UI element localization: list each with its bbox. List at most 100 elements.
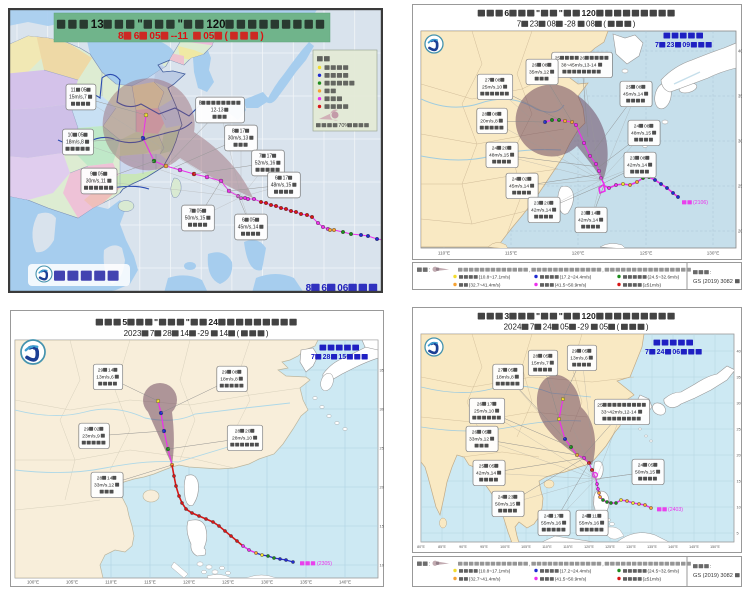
svg-text:25: 25 bbox=[737, 428, 741, 432]
svg-text:120: 120 bbox=[582, 311, 597, 321]
svg-text:115°E: 115°E bbox=[505, 251, 517, 256]
svg-text:13: 13 bbox=[91, 19, 104, 31]
svg-text:24: 24 bbox=[634, 124, 640, 130]
svg-text:8: 8 bbox=[232, 128, 235, 134]
svg-text:(41.5~50.9m/s): (41.5~50.9m/s) bbox=[555, 283, 587, 288]
svg-text:17: 17 bbox=[554, 514, 560, 520]
svg-text:24: 24 bbox=[582, 514, 588, 520]
svg-text:(10.8~17.1m/s): (10.8~17.1m/s) bbox=[479, 569, 511, 574]
svg-text:45m/s,14: 45m/s,14 bbox=[623, 91, 643, 97]
svg-text:,: , bbox=[529, 561, 530, 567]
svg-text:25: 25 bbox=[380, 446, 385, 451]
svg-text:25: 25 bbox=[597, 403, 603, 409]
svg-text:): ) bbox=[646, 323, 649, 332]
svg-text:05: 05 bbox=[81, 87, 87, 93]
svg-text:120°E: 120°E bbox=[183, 580, 195, 585]
svg-text:15m/s,7: 15m/s,7 bbox=[531, 360, 549, 366]
svg-text:135°E: 135°E bbox=[647, 545, 657, 549]
svg-text:(2403): (2403) bbox=[668, 507, 683, 513]
svg-text:): ) bbox=[260, 31, 263, 42]
svg-text:05: 05 bbox=[508, 368, 514, 374]
svg-text:18m/s,8: 18m/s,8 bbox=[496, 374, 514, 380]
svg-text:": " bbox=[559, 311, 563, 321]
svg-text:6: 6 bbox=[134, 31, 140, 42]
svg-text:100°E: 100°E bbox=[27, 580, 39, 585]
svg-text:GS (2019) 3082: GS (2019) 3082 bbox=[693, 279, 733, 285]
svg-text:25m/s,10: 25m/s,10 bbox=[482, 84, 502, 90]
svg-text:26: 26 bbox=[580, 55, 586, 61]
svg-text:17: 17 bbox=[487, 402, 493, 408]
svg-text:26: 26 bbox=[472, 430, 478, 436]
svg-text::: : bbox=[429, 268, 431, 274]
svg-text:42m/s,14: 42m/s,14 bbox=[476, 470, 496, 476]
svg-text:20: 20 bbox=[502, 146, 508, 152]
svg-text:15: 15 bbox=[380, 524, 385, 529]
svg-text:38~45m/s,13-14: 38~45m/s,13-14 bbox=[561, 62, 597, 68]
svg-text:(2106): (2106) bbox=[693, 200, 708, 206]
svg-text:50m/s,15: 50m/s,15 bbox=[635, 469, 655, 475]
svg-text:35: 35 bbox=[738, 94, 742, 99]
svg-text:7: 7 bbox=[530, 323, 535, 332]
svg-text:2024: 2024 bbox=[504, 323, 522, 332]
svg-text:08: 08 bbox=[547, 20, 556, 29]
svg-text:--11: --11 bbox=[171, 31, 189, 42]
svg-text:(17.2~24.4m/s): (17.2~24.4m/s) bbox=[560, 569, 592, 574]
svg-text:125°E: 125°E bbox=[640, 251, 653, 256]
svg-text:35m/s,12: 35m/s,12 bbox=[529, 69, 549, 75]
svg-text:08: 08 bbox=[644, 124, 650, 130]
svg-text:": " bbox=[137, 19, 142, 31]
svg-text:3: 3 bbox=[504, 311, 509, 321]
svg-text:6: 6 bbox=[242, 217, 245, 223]
svg-text:20: 20 bbox=[245, 429, 251, 435]
svg-text:14: 14 bbox=[591, 211, 597, 217]
svg-text:(: ( bbox=[225, 31, 229, 42]
svg-text:14: 14 bbox=[219, 329, 228, 338]
svg-text:(: ( bbox=[603, 20, 606, 29]
svg-text:80°E: 80°E bbox=[417, 545, 425, 549]
svg-text:(2305): (2305) bbox=[317, 561, 332, 567]
svg-text:140°E: 140°E bbox=[668, 545, 678, 549]
svg-text:105°E: 105°E bbox=[66, 580, 78, 585]
svg-text::: : bbox=[710, 270, 712, 276]
svg-text:135°E: 135°E bbox=[300, 580, 312, 585]
svg-text:120: 120 bbox=[206, 19, 225, 31]
svg-text:05: 05 bbox=[149, 31, 161, 42]
svg-text:15: 15 bbox=[338, 354, 346, 361]
svg-text:55m/s,16: 55m/s,16 bbox=[541, 520, 561, 526]
svg-text:35: 35 bbox=[737, 376, 741, 380]
svg-text:10: 10 bbox=[737, 506, 741, 510]
svg-text:06: 06 bbox=[672, 349, 680, 356]
svg-text:20: 20 bbox=[544, 201, 550, 207]
svg-text:23: 23 bbox=[630, 156, 636, 162]
svg-text:05: 05 bbox=[543, 353, 549, 359]
svg-text:23: 23 bbox=[530, 20, 539, 29]
svg-text:): ) bbox=[266, 329, 269, 338]
svg-text:42m/s,14: 42m/s,14 bbox=[627, 162, 647, 168]
svg-text:(: ( bbox=[617, 323, 620, 332]
svg-text:24: 24 bbox=[657, 349, 665, 356]
svg-text:15: 15 bbox=[737, 480, 741, 484]
svg-text:120: 120 bbox=[582, 8, 597, 18]
svg-text:28m/s,10: 28m/s,10 bbox=[232, 435, 252, 441]
svg-text:24: 24 bbox=[638, 463, 644, 469]
svg-text:24: 24 bbox=[492, 146, 498, 152]
svg-text:70%: 70% bbox=[338, 123, 349, 129]
svg-text:25: 25 bbox=[738, 184, 742, 189]
svg-text:150°E: 150°E bbox=[710, 545, 720, 549]
svg-text:26: 26 bbox=[532, 62, 538, 68]
svg-text:(24.5~32.6m/s): (24.5~32.6m/s) bbox=[648, 569, 680, 574]
svg-text:23: 23 bbox=[508, 495, 514, 501]
svg-text:13m/s,6: 13m/s,6 bbox=[570, 355, 588, 361]
svg-text:28: 28 bbox=[323, 354, 331, 361]
svg-text:": " bbox=[559, 8, 563, 18]
svg-text:GS (2019) 3082: GS (2019) 3082 bbox=[693, 573, 733, 579]
svg-text:29: 29 bbox=[572, 348, 578, 354]
svg-text:7: 7 bbox=[311, 354, 315, 361]
svg-text:28: 28 bbox=[533, 353, 539, 359]
svg-text:13m/s,6: 13m/s,6 bbox=[96, 374, 114, 380]
svg-text:85°E: 85°E bbox=[438, 545, 446, 549]
svg-text:125°E: 125°E bbox=[222, 580, 234, 585]
svg-text::: : bbox=[710, 564, 712, 570]
svg-text:14: 14 bbox=[107, 476, 113, 482]
svg-text:17: 17 bbox=[240, 128, 246, 134]
